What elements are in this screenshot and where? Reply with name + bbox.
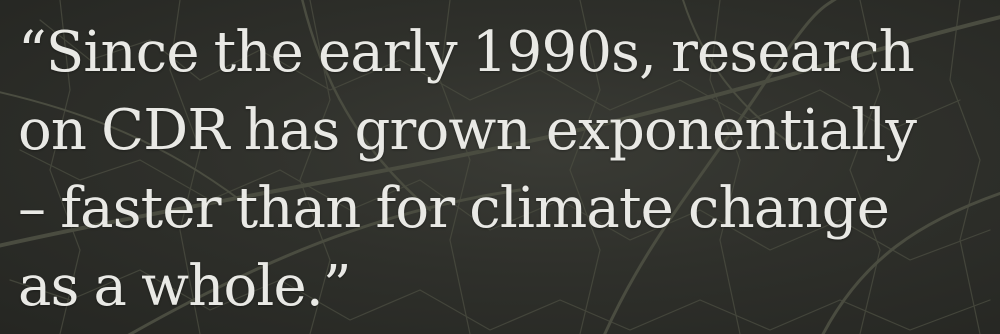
quote-line-4: as a whole.” xyxy=(18,254,352,319)
quote-line-3: – faster than for climate change xyxy=(18,176,890,241)
pull-quote: “Since the early 1990s, research on CDR … xyxy=(18,14,993,326)
quote-line-2: on CDR has grown exponentially xyxy=(18,98,917,163)
quote-line-1: “Since the early 1990s, research xyxy=(18,20,915,85)
